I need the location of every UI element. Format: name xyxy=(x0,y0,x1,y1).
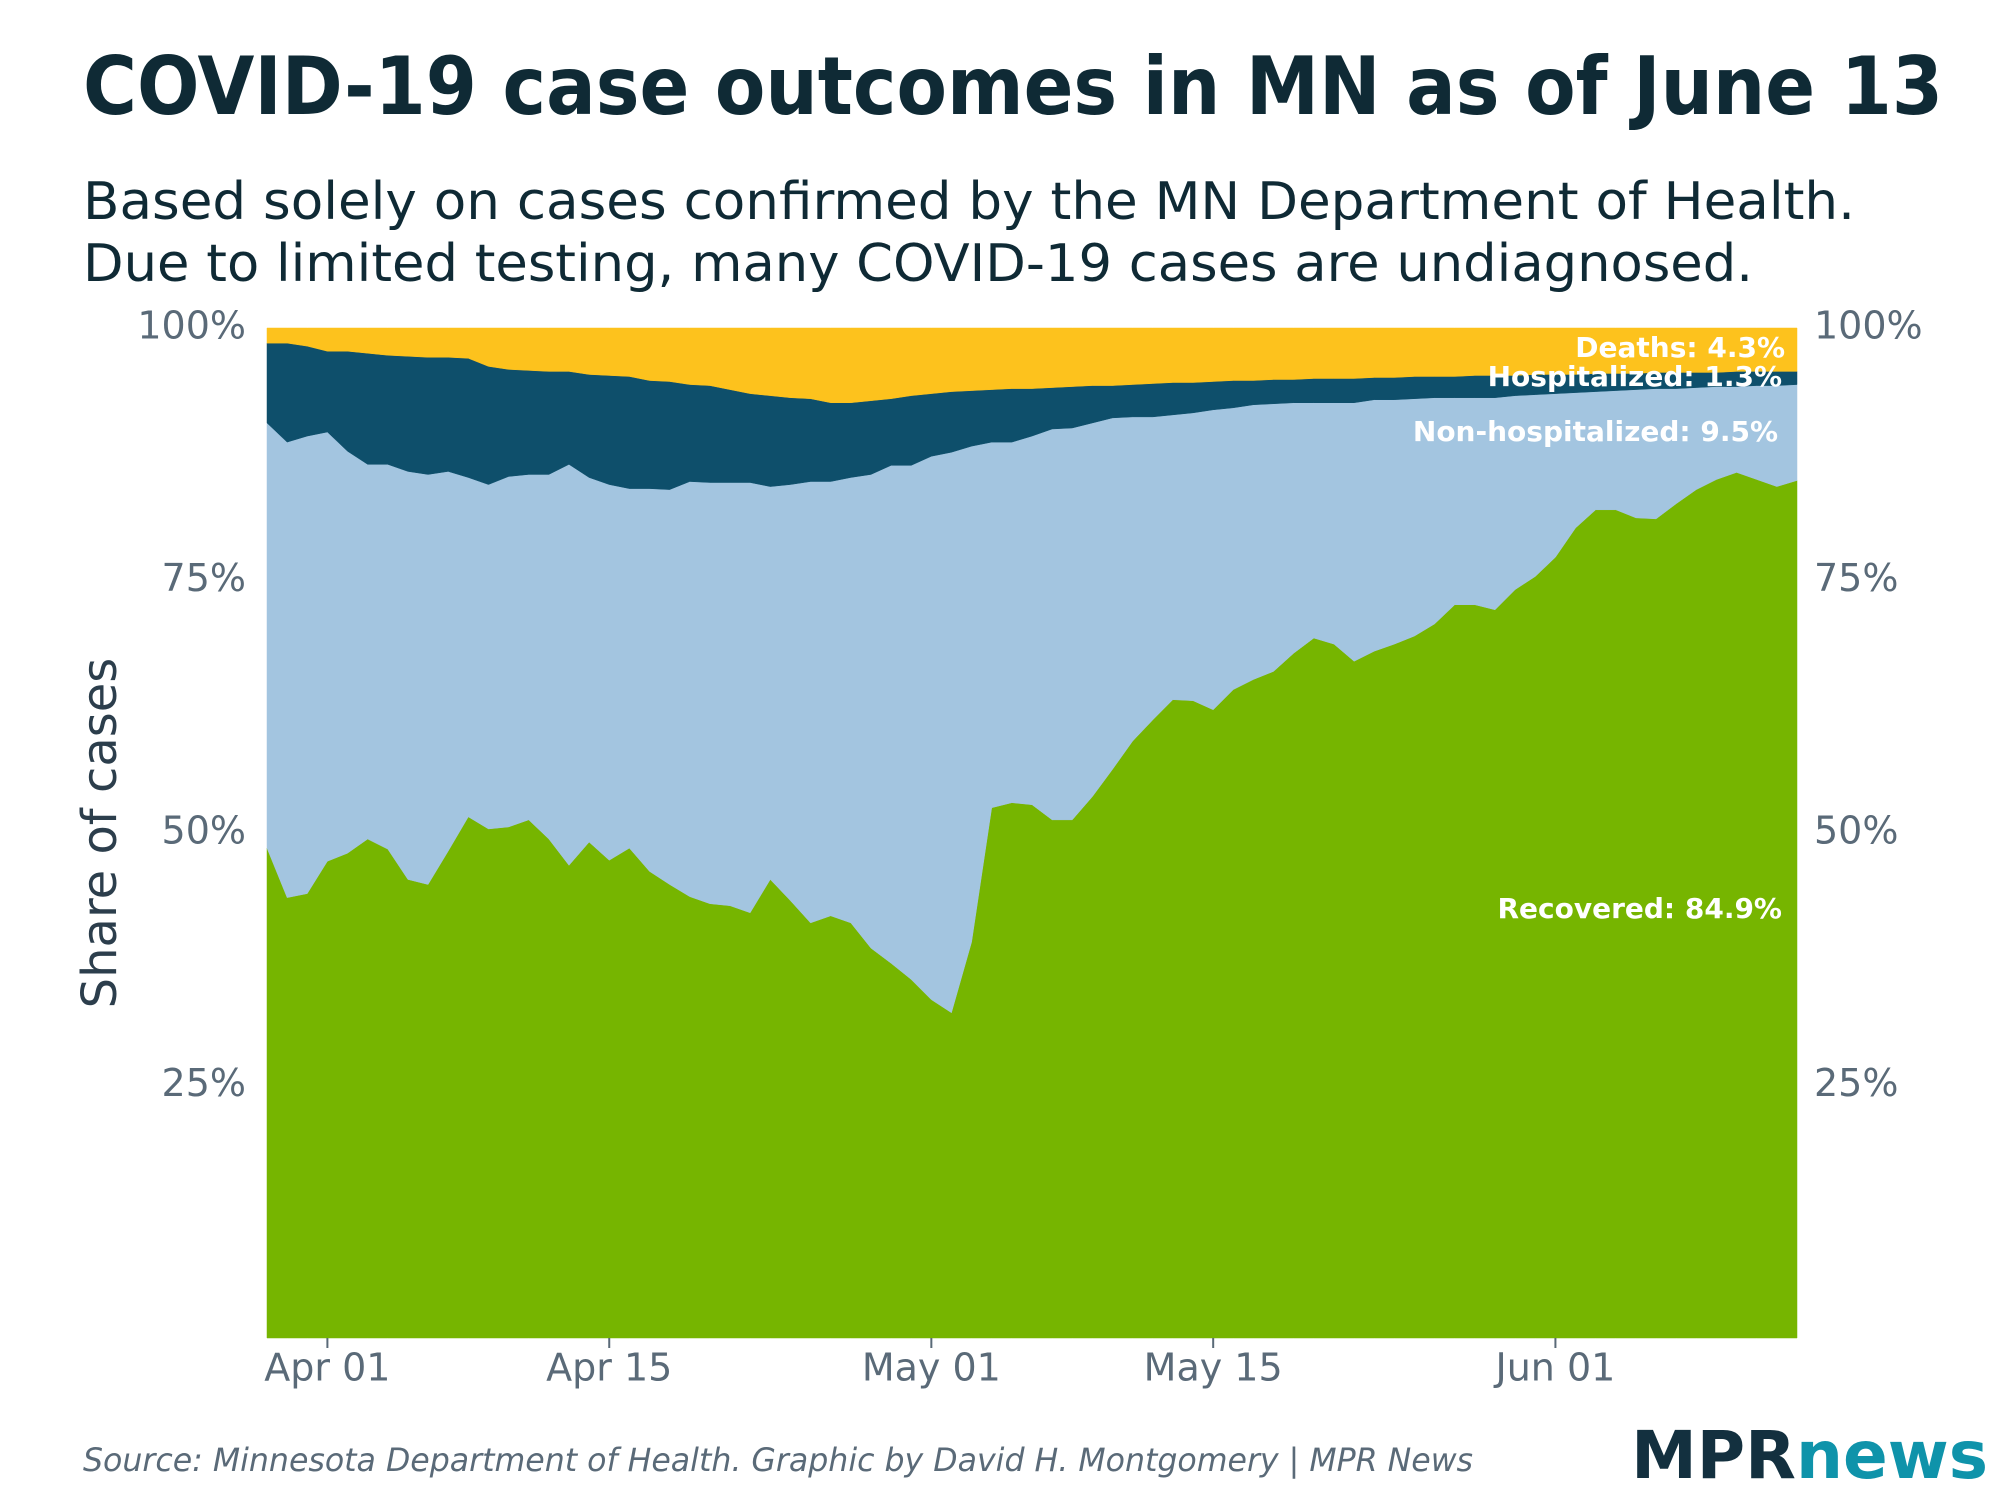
plot-area xyxy=(266,327,1798,1339)
y-tick-label: 75% xyxy=(162,556,246,600)
x-tick-label: Apr 15 xyxy=(546,1346,672,1390)
logo-part: MPR xyxy=(1631,1417,1796,1494)
y-tick-label: 100% xyxy=(137,304,246,348)
y2-tick-label: 100% xyxy=(1814,304,1923,348)
y-tick-label: 25% xyxy=(162,1061,246,1105)
y2-tick-label: 75% xyxy=(1814,556,1898,600)
chart-title: COVID-19 case outcomes in MN as of June … xyxy=(83,40,1943,133)
y-axis-label: Share of cases xyxy=(72,658,128,1009)
x-tick-label: Apr 01 xyxy=(264,1346,390,1390)
x-tick-label: Jun 01 xyxy=(1494,1346,1616,1390)
logo-part: news xyxy=(1796,1417,1988,1494)
series-label: Hospitalized: 1.3% xyxy=(1488,360,1782,393)
y2-tick-label: 25% xyxy=(1814,1061,1898,1105)
chart-subtitle: Based solely on cases confirmed by the M… xyxy=(83,172,1855,232)
source-note: Source: Minnesota Department of Health. … xyxy=(83,1441,1473,1479)
x-tick-label: May 15 xyxy=(1144,1346,1283,1390)
series-label: Recovered: 84.9% xyxy=(1497,892,1782,925)
area xyxy=(266,327,1798,403)
series-label: Non-hospitalized: 9.5% xyxy=(1413,415,1778,448)
chart-subtitle: Due to limited testing, many COVID-19 ca… xyxy=(83,234,1753,294)
x-tick-label: May 01 xyxy=(862,1346,1001,1390)
series-label: Deaths: 4.3% xyxy=(1575,331,1785,364)
y2-tick-label: 50% xyxy=(1814,809,1898,853)
y-tick-label: 50% xyxy=(162,809,246,853)
logo: MPRnews xyxy=(1631,1417,1988,1494)
